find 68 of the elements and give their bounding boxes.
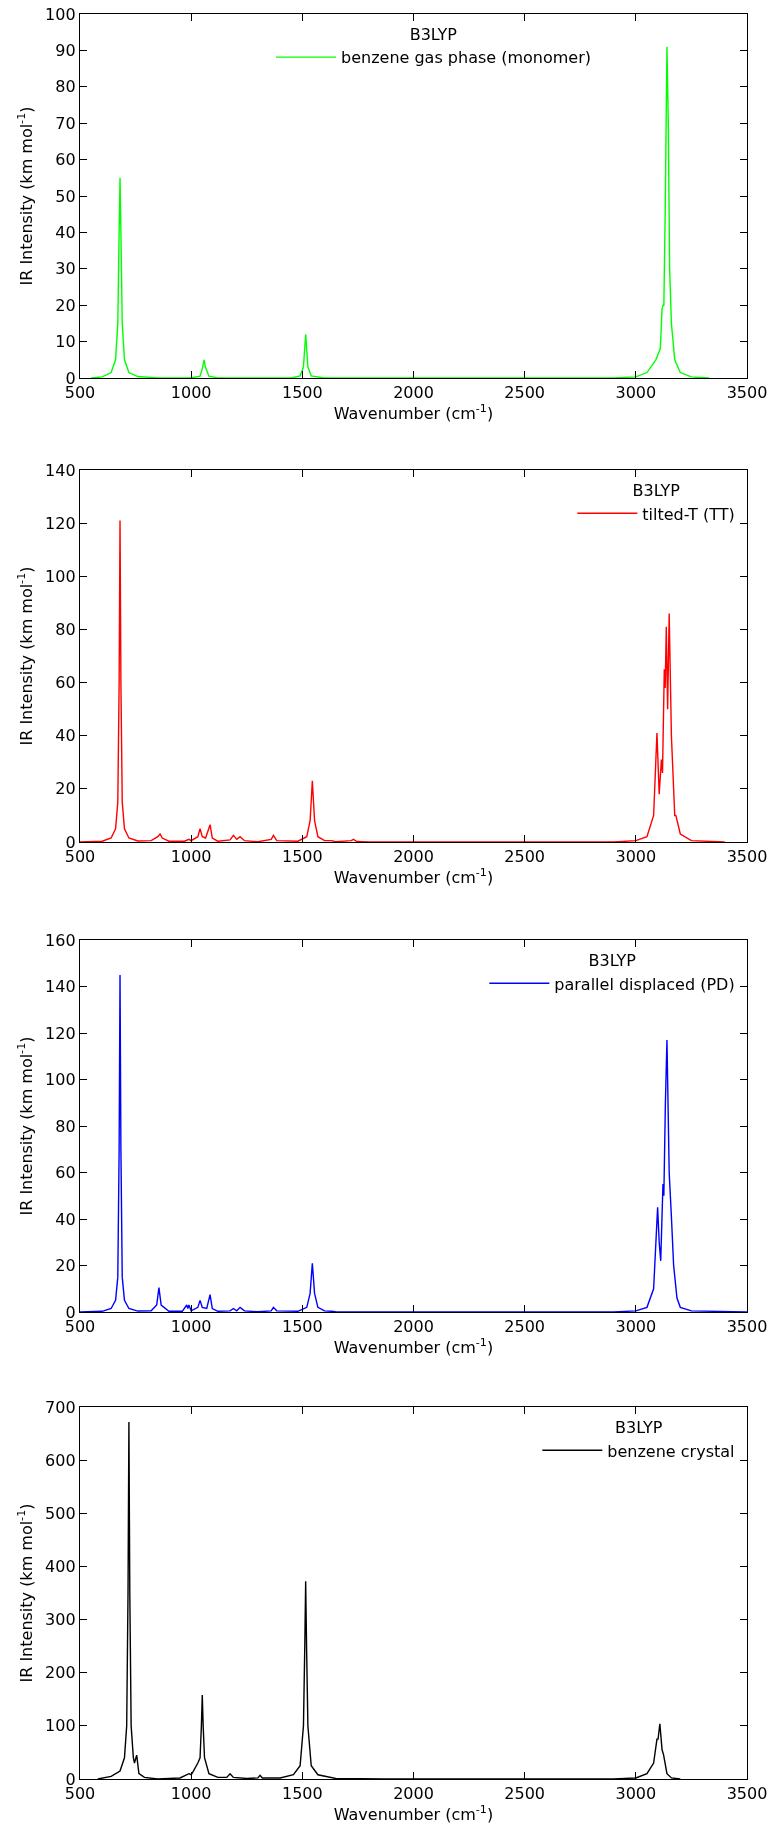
x-tick-label: 1500 xyxy=(281,847,323,867)
legend-label: benzene crystal xyxy=(607,1441,735,1461)
y-tick-label: 200 xyxy=(45,1663,76,1683)
y-tick-label: 160 xyxy=(45,930,76,950)
x-tick-label: 1500 xyxy=(281,383,323,403)
x-tick-label: 1500 xyxy=(281,1317,323,1337)
y-tick-label: 100 xyxy=(45,566,76,586)
y-tick-label: 40 xyxy=(55,726,76,746)
x-tick-label: 2500 xyxy=(504,1784,546,1804)
legend-label: parallel displaced (PD) xyxy=(554,974,735,994)
y-tick-label: 80 xyxy=(55,1116,76,1136)
y-tick-label: 400 xyxy=(45,1557,76,1577)
y-tick-label: 40 xyxy=(55,1209,76,1229)
y-tick-label: 70 xyxy=(55,113,76,133)
x-tick-label: 2000 xyxy=(393,1784,434,1804)
x-tick-label: 2000 xyxy=(393,1317,434,1337)
x-tick-label: 1000 xyxy=(170,383,212,403)
x-tick-label: 2000 xyxy=(393,847,434,867)
y-tick-label: 100 xyxy=(45,1716,76,1736)
x-axis-title: Wavenumber (cm$^{-1}$) xyxy=(333,866,494,888)
y-tick-label: 30 xyxy=(55,259,76,279)
x-tick-label: 3000 xyxy=(615,383,657,403)
legend-title: B3LYP xyxy=(614,1418,663,1438)
y-tick-label: 60 xyxy=(55,1163,76,1183)
x-tick-label: 2500 xyxy=(504,847,546,867)
x-tick-label: 3500 xyxy=(726,383,768,403)
x-tick-label: 1000 xyxy=(170,847,212,867)
x-tick-label: 3000 xyxy=(615,1784,657,1804)
y-tick-label: 700 xyxy=(45,1397,76,1417)
y-tick-label: 10 xyxy=(55,332,76,352)
x-tick-label: 2000 xyxy=(393,383,434,403)
x-tick-label: 1000 xyxy=(170,1784,212,1804)
y-tick-label: 140 xyxy=(45,977,76,997)
y-tick-label: 80 xyxy=(55,620,76,640)
y-tick-label: 120 xyxy=(45,1023,76,1043)
x-tick-label: 2500 xyxy=(504,383,546,403)
x-tick-label: 3500 xyxy=(726,1784,768,1804)
x-tick-label: 3000 xyxy=(615,847,657,867)
legend-title: B3LYP xyxy=(409,25,458,45)
legend-label: benzene gas phase (monomer) xyxy=(341,48,592,68)
y-tick-label: 300 xyxy=(45,1610,76,1630)
x-tick-label: 2500 xyxy=(504,1317,546,1337)
x-tick-label: 3000 xyxy=(615,1317,657,1337)
y-tick-label: 20 xyxy=(55,1256,76,1276)
y-tick-label: 80 xyxy=(55,77,76,97)
y-tick-label: 90 xyxy=(55,41,76,60)
x-axis-title: Wavenumber (cm$^{-1}$) xyxy=(333,402,494,424)
y-tick-label: 20 xyxy=(55,779,76,799)
y-tick-label: 100 xyxy=(45,1070,76,1090)
y-tick-label: 140 xyxy=(45,460,76,480)
x-tick-label: 1500 xyxy=(281,1784,323,1804)
y-tick-label: 20 xyxy=(55,295,76,315)
y-tick-label: 500 xyxy=(45,1503,76,1523)
y-tick-label: 40 xyxy=(55,223,76,242)
y-tick-label: 100 xyxy=(45,4,76,24)
x-tick-label: 1000 xyxy=(170,1317,212,1337)
y-tick-label: 600 xyxy=(45,1450,76,1470)
y-tick-label: 60 xyxy=(55,150,76,170)
x-axis-title: Wavenumber (cm$^{-1}$) xyxy=(333,1336,494,1358)
x-tick-label: 3500 xyxy=(726,1317,768,1337)
legend-label: tilted-T (TT) xyxy=(642,504,735,524)
legend-title: B3LYP xyxy=(632,481,681,501)
legend-title: B3LYP xyxy=(588,951,637,971)
y-tick-label: 60 xyxy=(55,673,76,693)
x-tick-label: 3500 xyxy=(726,847,768,867)
y-tick-label: 120 xyxy=(45,513,76,533)
y-tick-label: 50 xyxy=(55,186,76,206)
x-axis-title: Wavenumber (cm$^{-1}$) xyxy=(333,1803,494,1825)
